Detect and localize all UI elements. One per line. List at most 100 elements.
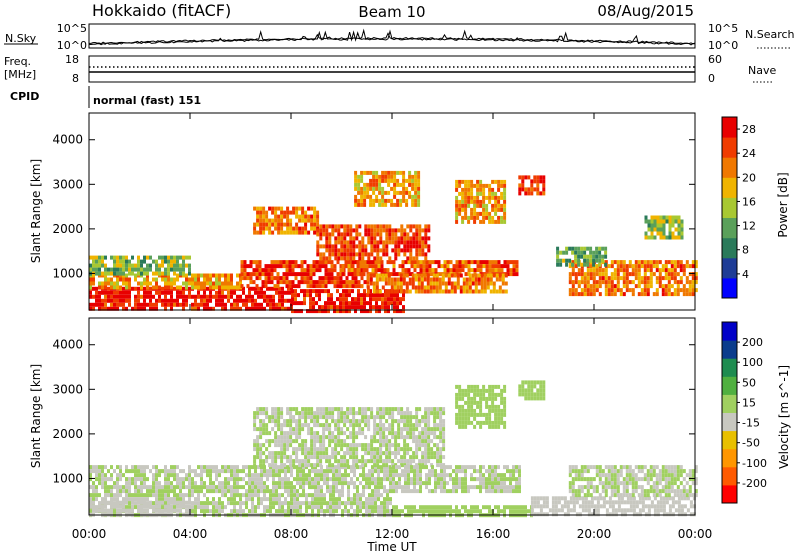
velocity-cell-0 — [275, 489, 278, 494]
velocity-cell-0 — [176, 493, 179, 498]
velocity-cell-0 — [275, 473, 278, 478]
freq-panel-frame — [88, 55, 696, 83]
power-cell-12 — [628, 272, 632, 277]
power-cell-12 — [631, 288, 635, 293]
velocity-cell-0 — [380, 481, 383, 486]
velocity-cell-2 — [452, 477, 455, 482]
power-cell-3 — [330, 280, 334, 285]
velocity-cell-5 — [461, 505, 464, 510]
velocity-cell-1 — [334, 435, 338, 440]
power-cell-8 — [394, 232, 398, 237]
power-cell-8 — [364, 232, 368, 237]
velocity-cell-5 — [449, 509, 452, 514]
power-cell-11 — [533, 179, 537, 184]
velocity-cell-0 — [173, 505, 176, 510]
power-cell-6 — [188, 263, 191, 268]
velocity-cell-1 — [364, 451, 368, 456]
power-cell-0 — [182, 298, 185, 303]
velocity-cell-4 — [458, 392, 462, 397]
power-cell-12 — [682, 272, 686, 277]
power-cell-4 — [392, 272, 396, 277]
velocity-cell-5 — [419, 509, 422, 514]
velocity-cell-0 — [95, 477, 98, 482]
velocity-cell-1 — [301, 407, 305, 412]
power-cell-6 — [98, 267, 101, 272]
power-cell-12 — [691, 260, 695, 265]
power-cell-5 — [501, 277, 505, 282]
velocity-cell-3 — [536, 396, 540, 401]
power-cell-11 — [539, 191, 543, 196]
power-cell-10 — [497, 199, 501, 204]
power-cell-10 — [455, 183, 459, 188]
power-cell-5 — [411, 281, 415, 286]
power-cell-11 — [530, 187, 534, 192]
velocity-cell-1 — [427, 439, 431, 444]
velocity-cell-1 — [346, 459, 350, 464]
power-cell-2 — [203, 285, 206, 290]
power-cell-14 — [677, 223, 681, 228]
power-cell-5 — [432, 289, 436, 294]
power-cell-12 — [667, 268, 671, 273]
power-cell-8 — [424, 236, 428, 241]
velocity-cell-2 — [455, 485, 458, 490]
velocity-cell-0 — [260, 485, 263, 490]
power-cell-0 — [269, 302, 272, 307]
power-cell-9 — [369, 186, 373, 191]
power-cell-4 — [341, 268, 345, 273]
power-cell-5 — [408, 277, 412, 282]
velocity-cell-0 — [341, 485, 344, 490]
power-cell-0 — [194, 294, 197, 299]
velocity-cell-4 — [479, 392, 483, 397]
velocity-cell-1 — [307, 427, 311, 432]
velocity-cell-1 — [280, 431, 284, 436]
power-cell-0 — [281, 302, 284, 307]
power-cell-8 — [322, 228, 326, 233]
velocity-cell-0 — [221, 485, 224, 490]
velocity-cell-1 — [427, 415, 431, 420]
velocity-cell-0 — [293, 509, 296, 514]
power-cell-1 — [363, 305, 366, 310]
velocity-cell-2 — [461, 477, 464, 482]
power-cell-8 — [349, 252, 353, 257]
power-cell-5 — [486, 277, 490, 282]
power-cell-9 — [417, 190, 421, 195]
power-cell-14 — [665, 215, 669, 220]
power-cell-8 — [349, 256, 353, 261]
power-cell-3 — [309, 272, 313, 277]
power-cell-4 — [419, 260, 423, 265]
velocity-cell-2 — [482, 465, 485, 470]
power-cell-0 — [281, 290, 284, 295]
power-cell-9 — [357, 202, 361, 207]
power-cell-2 — [89, 285, 92, 290]
velocity-cell-2 — [497, 485, 500, 490]
power-cell-5 — [477, 273, 481, 278]
velocity-cell-2 — [500, 477, 503, 482]
velocity-cell-1 — [433, 415, 437, 420]
power-cell-9 — [402, 182, 406, 187]
velocity-cell-0 — [326, 469, 329, 474]
power-cell-5 — [372, 289, 376, 294]
velocity-cell-0 — [185, 473, 188, 478]
power-cell-1 — [378, 297, 381, 302]
power-cell-0 — [212, 294, 215, 299]
power-cell-8 — [412, 224, 416, 229]
power-cell-2 — [203, 281, 206, 286]
velocity-cell-0 — [308, 485, 311, 490]
power-cell-5 — [483, 273, 487, 278]
velocity-cell-6 — [575, 496, 579, 501]
power-cell-8 — [325, 224, 329, 229]
power-cell-12 — [607, 276, 611, 281]
power-colorbar-frame — [721, 116, 738, 299]
velocity-cell-0 — [185, 493, 188, 498]
power-cell-5 — [444, 289, 448, 294]
power-cell-0 — [275, 302, 278, 307]
velocity-cell-1 — [376, 455, 380, 460]
velocity-cell-0 — [272, 493, 275, 498]
velocity-cell-1 — [346, 419, 350, 424]
velocity-cell-1 — [304, 455, 308, 460]
power-cell-14 — [656, 223, 660, 228]
velocity-cell-0 — [200, 489, 203, 494]
power-cell-4 — [491, 264, 495, 269]
power-cell-10 — [470, 179, 474, 184]
velocity-cell-0 — [290, 481, 293, 486]
